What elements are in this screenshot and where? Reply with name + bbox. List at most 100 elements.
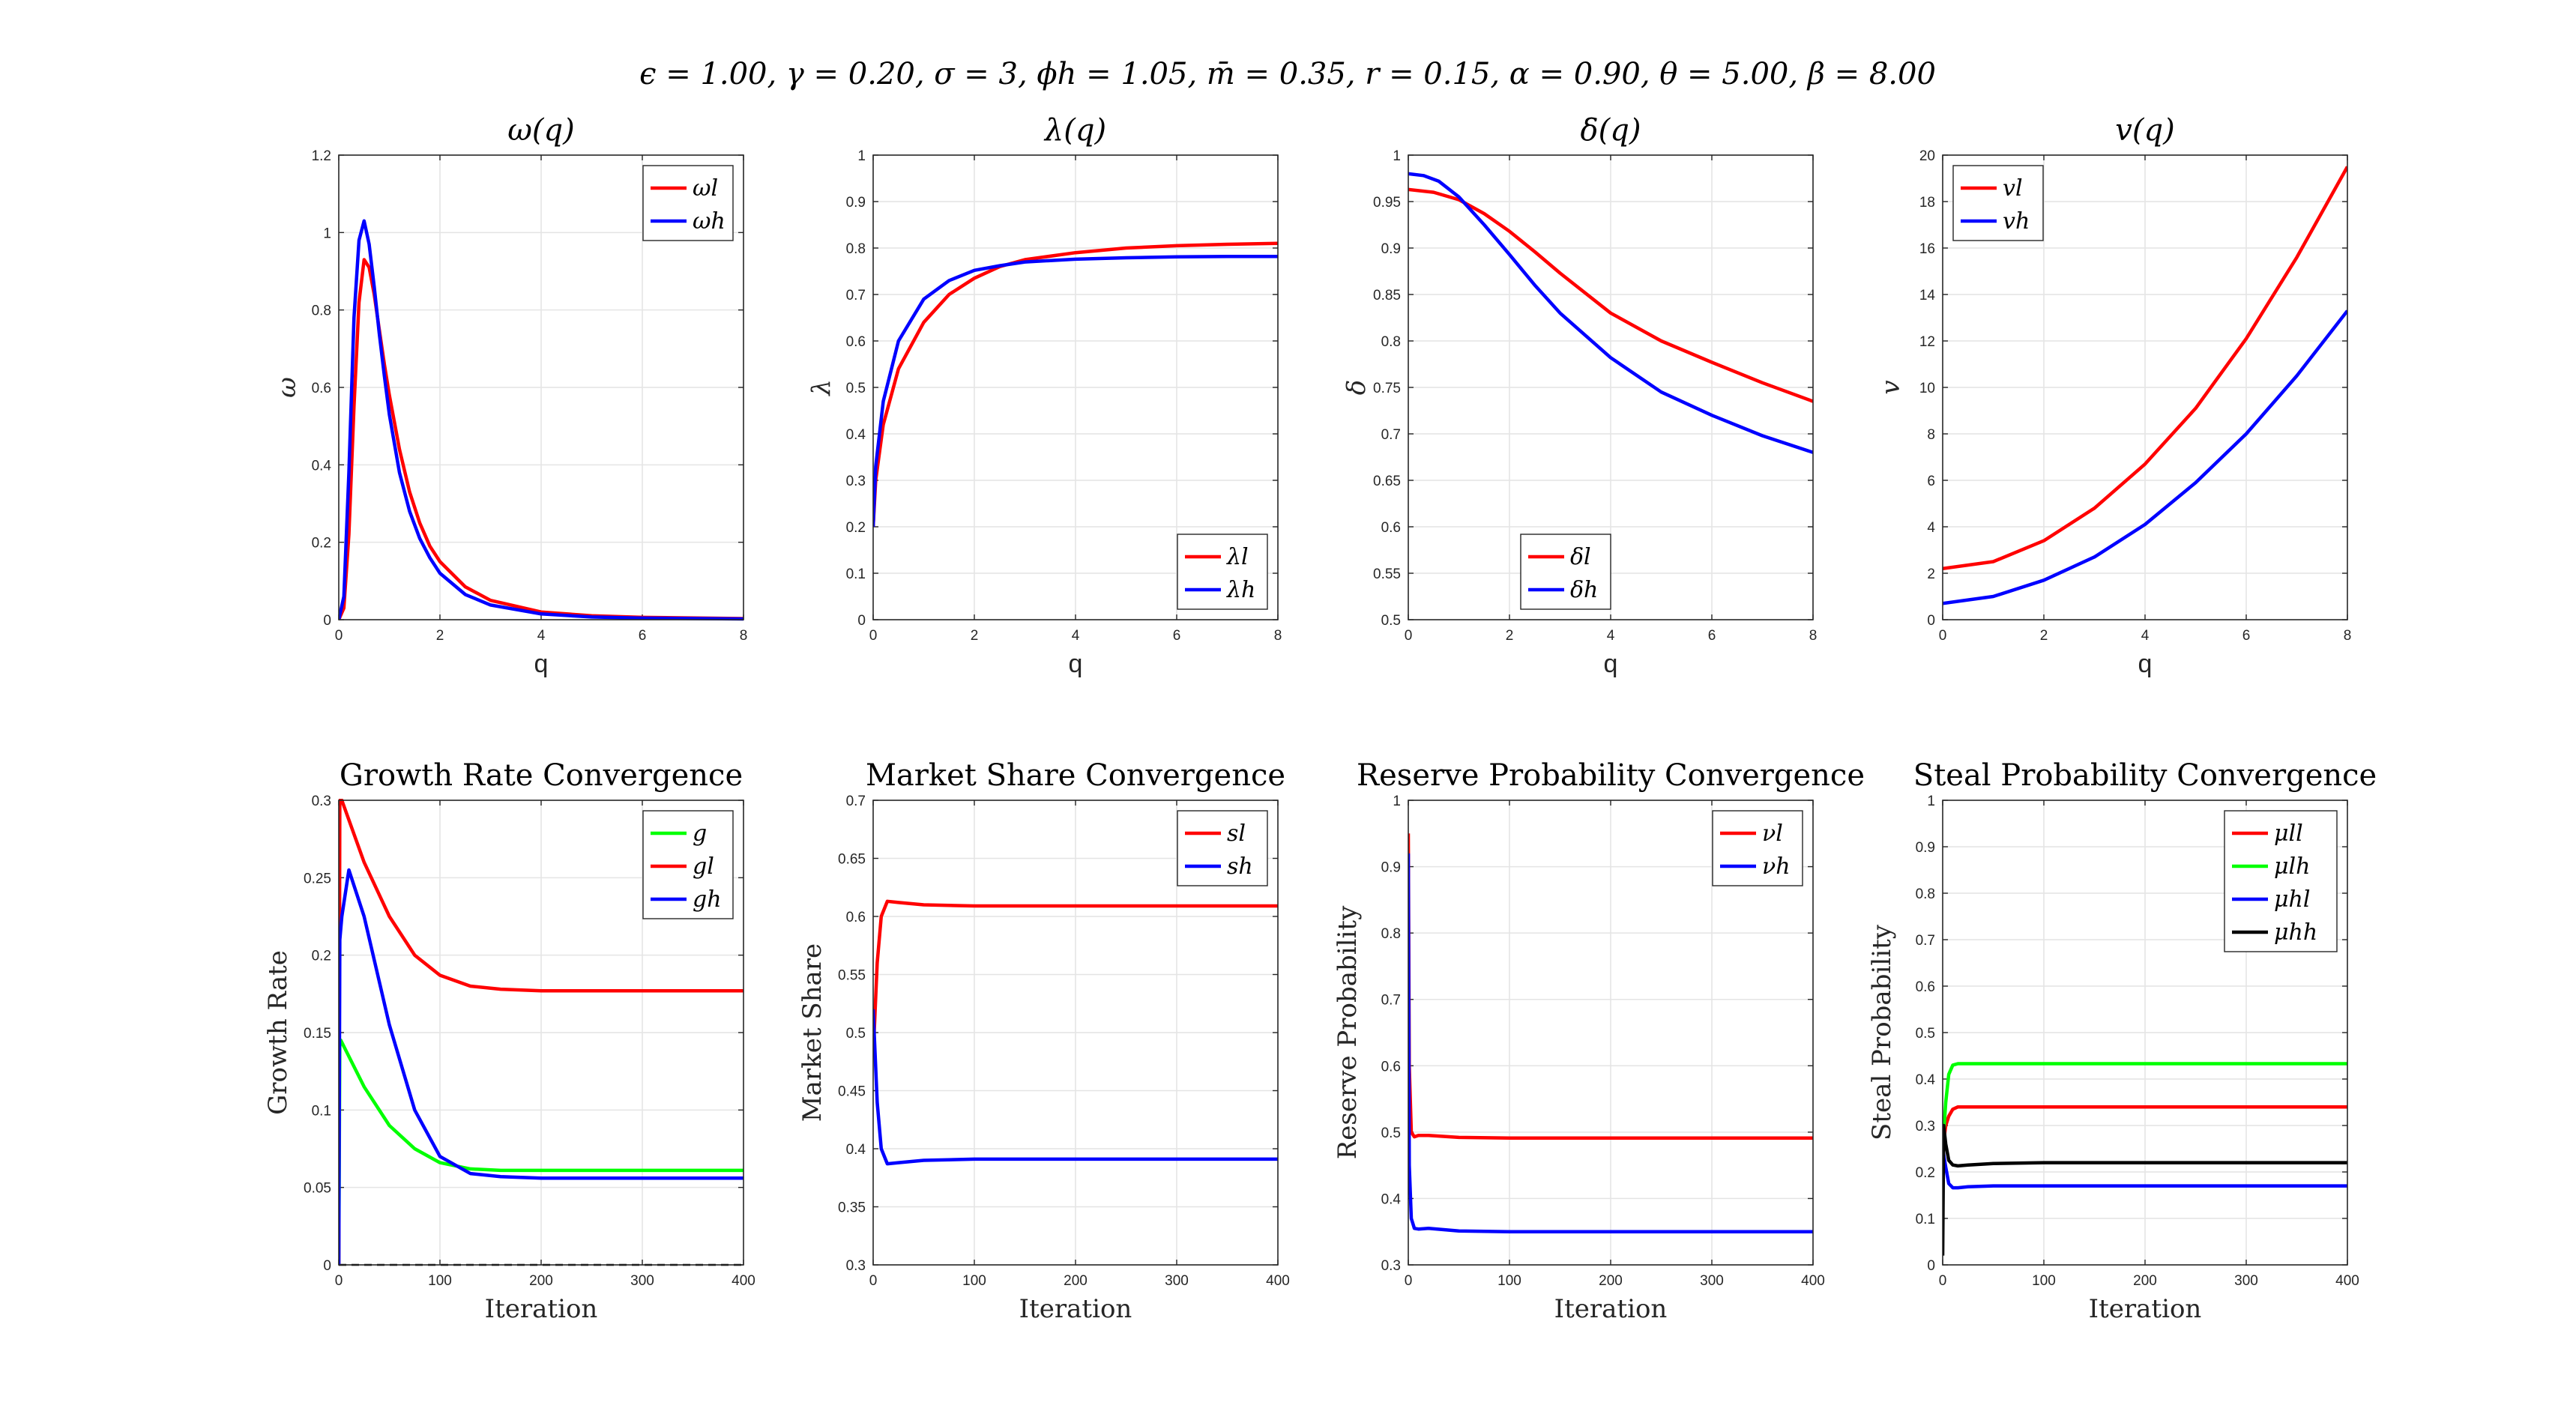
legend: g gl gh [642, 810, 734, 919]
y-tick-label: 0.8 [1916, 886, 1935, 902]
axes-box [872, 154, 1279, 620]
y-tick-label: 8 [1927, 427, 1935, 443]
y-tick-label: 0.5 [1381, 1125, 1401, 1141]
legend-entry: λh [1226, 577, 1255, 603]
panel-omega: 0 2 4 6 8 0 0.2 0.4 0.6 0.8 1 1.2 ω(q) q ω ωl ωh [272, 113, 747, 678]
y-axis-label: λ [806, 379, 836, 397]
y-axis-label: Market Share [797, 943, 827, 1122]
legend-entry: νl [1762, 821, 1783, 847]
legend-entry: vl [2003, 175, 2023, 202]
x-tick-label: 400 [1266, 1273, 1290, 1289]
y-tick-label: 0.7 [846, 288, 866, 303]
y-tick-label: 2 [1927, 566, 1935, 582]
y-tick-label: 1.2 [312, 148, 331, 164]
legend-entry: ωh [693, 208, 726, 235]
panel-v: 0 2 4 6 8 0 2 4 6 8 10 12 14 16 18 20 v(q) q v vl vh [1876, 113, 2351, 678]
axes-box [872, 800, 1279, 1266]
legend-entry: μhh [2274, 919, 2317, 946]
x-tick-label: 2 [436, 628, 444, 644]
y-tick-label: 0.65 [838, 852, 866, 868]
legend-box [1520, 534, 1611, 610]
y-tick-label: 0.5 [1916, 1026, 1935, 1042]
y-tick-label: 0.35 [838, 1200, 866, 1216]
series-line-0 [1943, 166, 2347, 571]
axes-box [338, 154, 744, 620]
y-axis-label: Steal Probability [1867, 924, 1897, 1140]
x-tick-label: 0 [335, 628, 343, 644]
y-axis-label: v [1876, 380, 1906, 394]
y-tick-label: 1 [1393, 148, 1401, 164]
x-tick-label: 300 [630, 1273, 654, 1289]
x-tick-label: 400 [2335, 1273, 2359, 1289]
legend-entry: μhl [2274, 886, 2310, 913]
panel-title: Reserve Probability Convergence [1357, 758, 1865, 793]
x-tick-label: 0 [1939, 628, 1947, 644]
x-tick-label: 200 [2133, 1273, 2157, 1289]
legend-box [1712, 810, 1803, 886]
series-line-0 [873, 241, 1278, 528]
x-tick-label: 300 [1700, 1273, 1724, 1289]
legend-entry: gl [693, 853, 714, 880]
y-tick-label: 1 [323, 226, 331, 241]
x-tick-label: 8 [1809, 628, 1818, 644]
y-tick-label: 0.15 [304, 1026, 331, 1042]
x-axis-label: q [1604, 650, 1618, 678]
y-tick-label: 0 [857, 613, 866, 629]
y-tick-label: 0.5 [846, 1026, 866, 1042]
y-tick-label: 0.55 [1373, 566, 1401, 582]
y-tick-label: 18 [1919, 195, 1935, 211]
y-tick-label: 0.05 [304, 1181, 331, 1197]
y-tick-label: 0.1 [1916, 1212, 1935, 1227]
legend-entry: sl [1227, 821, 1246, 847]
y-tick-label: 0.5 [846, 381, 866, 396]
legend-entry: δl [1570, 544, 1591, 570]
axes-box [1408, 154, 1814, 620]
legend-entry: μlh [2274, 853, 2310, 880]
y-tick-label: 0.6 [1916, 979, 1935, 995]
x-tick-label: 0 [1405, 1273, 1413, 1289]
panel-steal: 0 100 200 300 400 0 0.1 0.2 0.3 0.4 0.5 0.6 0.7 0.8 0.… [1867, 758, 2377, 1324]
panel-reserve: 0 100 200 300 4000.30.40.50.60.70.80.91Reser… [1333, 758, 1865, 1324]
x-tick-label: 2 [971, 628, 979, 644]
y-tick-label: 0.75 [1373, 381, 1401, 396]
x-tick-label: 4 [2141, 628, 2150, 644]
legend: μll μlh μhl μhh [2224, 810, 2338, 952]
x-tick-label: 6 [639, 628, 647, 644]
y-tick-label: 0 [323, 1258, 331, 1274]
series-line-0 [1943, 1105, 2347, 1149]
series-line-3 [1943, 1123, 2347, 1256]
x-tick-label: 6 [1708, 628, 1716, 644]
y-tick-label: 0.2 [1916, 1165, 1935, 1181]
y-tick-label: 0.4 [1916, 1072, 1936, 1088]
y-tick-label: 0 [323, 613, 331, 629]
x-tick-label: 300 [1165, 1273, 1189, 1289]
legend-entry: λl [1226, 544, 1249, 570]
y-tick-label: 0.7 [846, 794, 866, 809]
series-line-1 [1408, 172, 1813, 454]
x-tick-label: 0 [1939, 1273, 1947, 1289]
y-tick-label: 0.65 [1373, 474, 1401, 489]
panel-title: v(q) [2115, 113, 2174, 148]
panel-title: Market Share Convergence [866, 758, 1285, 793]
panel-title: Growth Rate Convergence [340, 758, 743, 793]
y-tick-label: 0.8 [1381, 334, 1401, 350]
y-tick-label: 0.4 [846, 1142, 866, 1158]
x-tick-label: 100 [428, 1273, 452, 1289]
x-tick-label: 0 [869, 628, 878, 644]
y-tick-label: 0.6 [846, 334, 866, 350]
y-tick-label: 0.9 [1381, 860, 1401, 876]
series-line-0 [873, 899, 1278, 1057]
y-tick-label: 0.8 [1381, 926, 1401, 942]
y-tick-label: 1 [1393, 794, 1401, 809]
panel-title: ω(q) [507, 113, 574, 148]
y-tick-label: 6 [1927, 474, 1935, 489]
y-tick-label: 0.7 [1381, 993, 1401, 1009]
series-line-1 [339, 219, 743, 621]
x-tick-label: 2 [2040, 628, 2048, 644]
series-line-0 [1408, 187, 1813, 403]
y-tick-label: 14 [1919, 288, 1936, 303]
axes-box [1408, 800, 1814, 1266]
y-tick-label: 20 [1919, 148, 1935, 164]
